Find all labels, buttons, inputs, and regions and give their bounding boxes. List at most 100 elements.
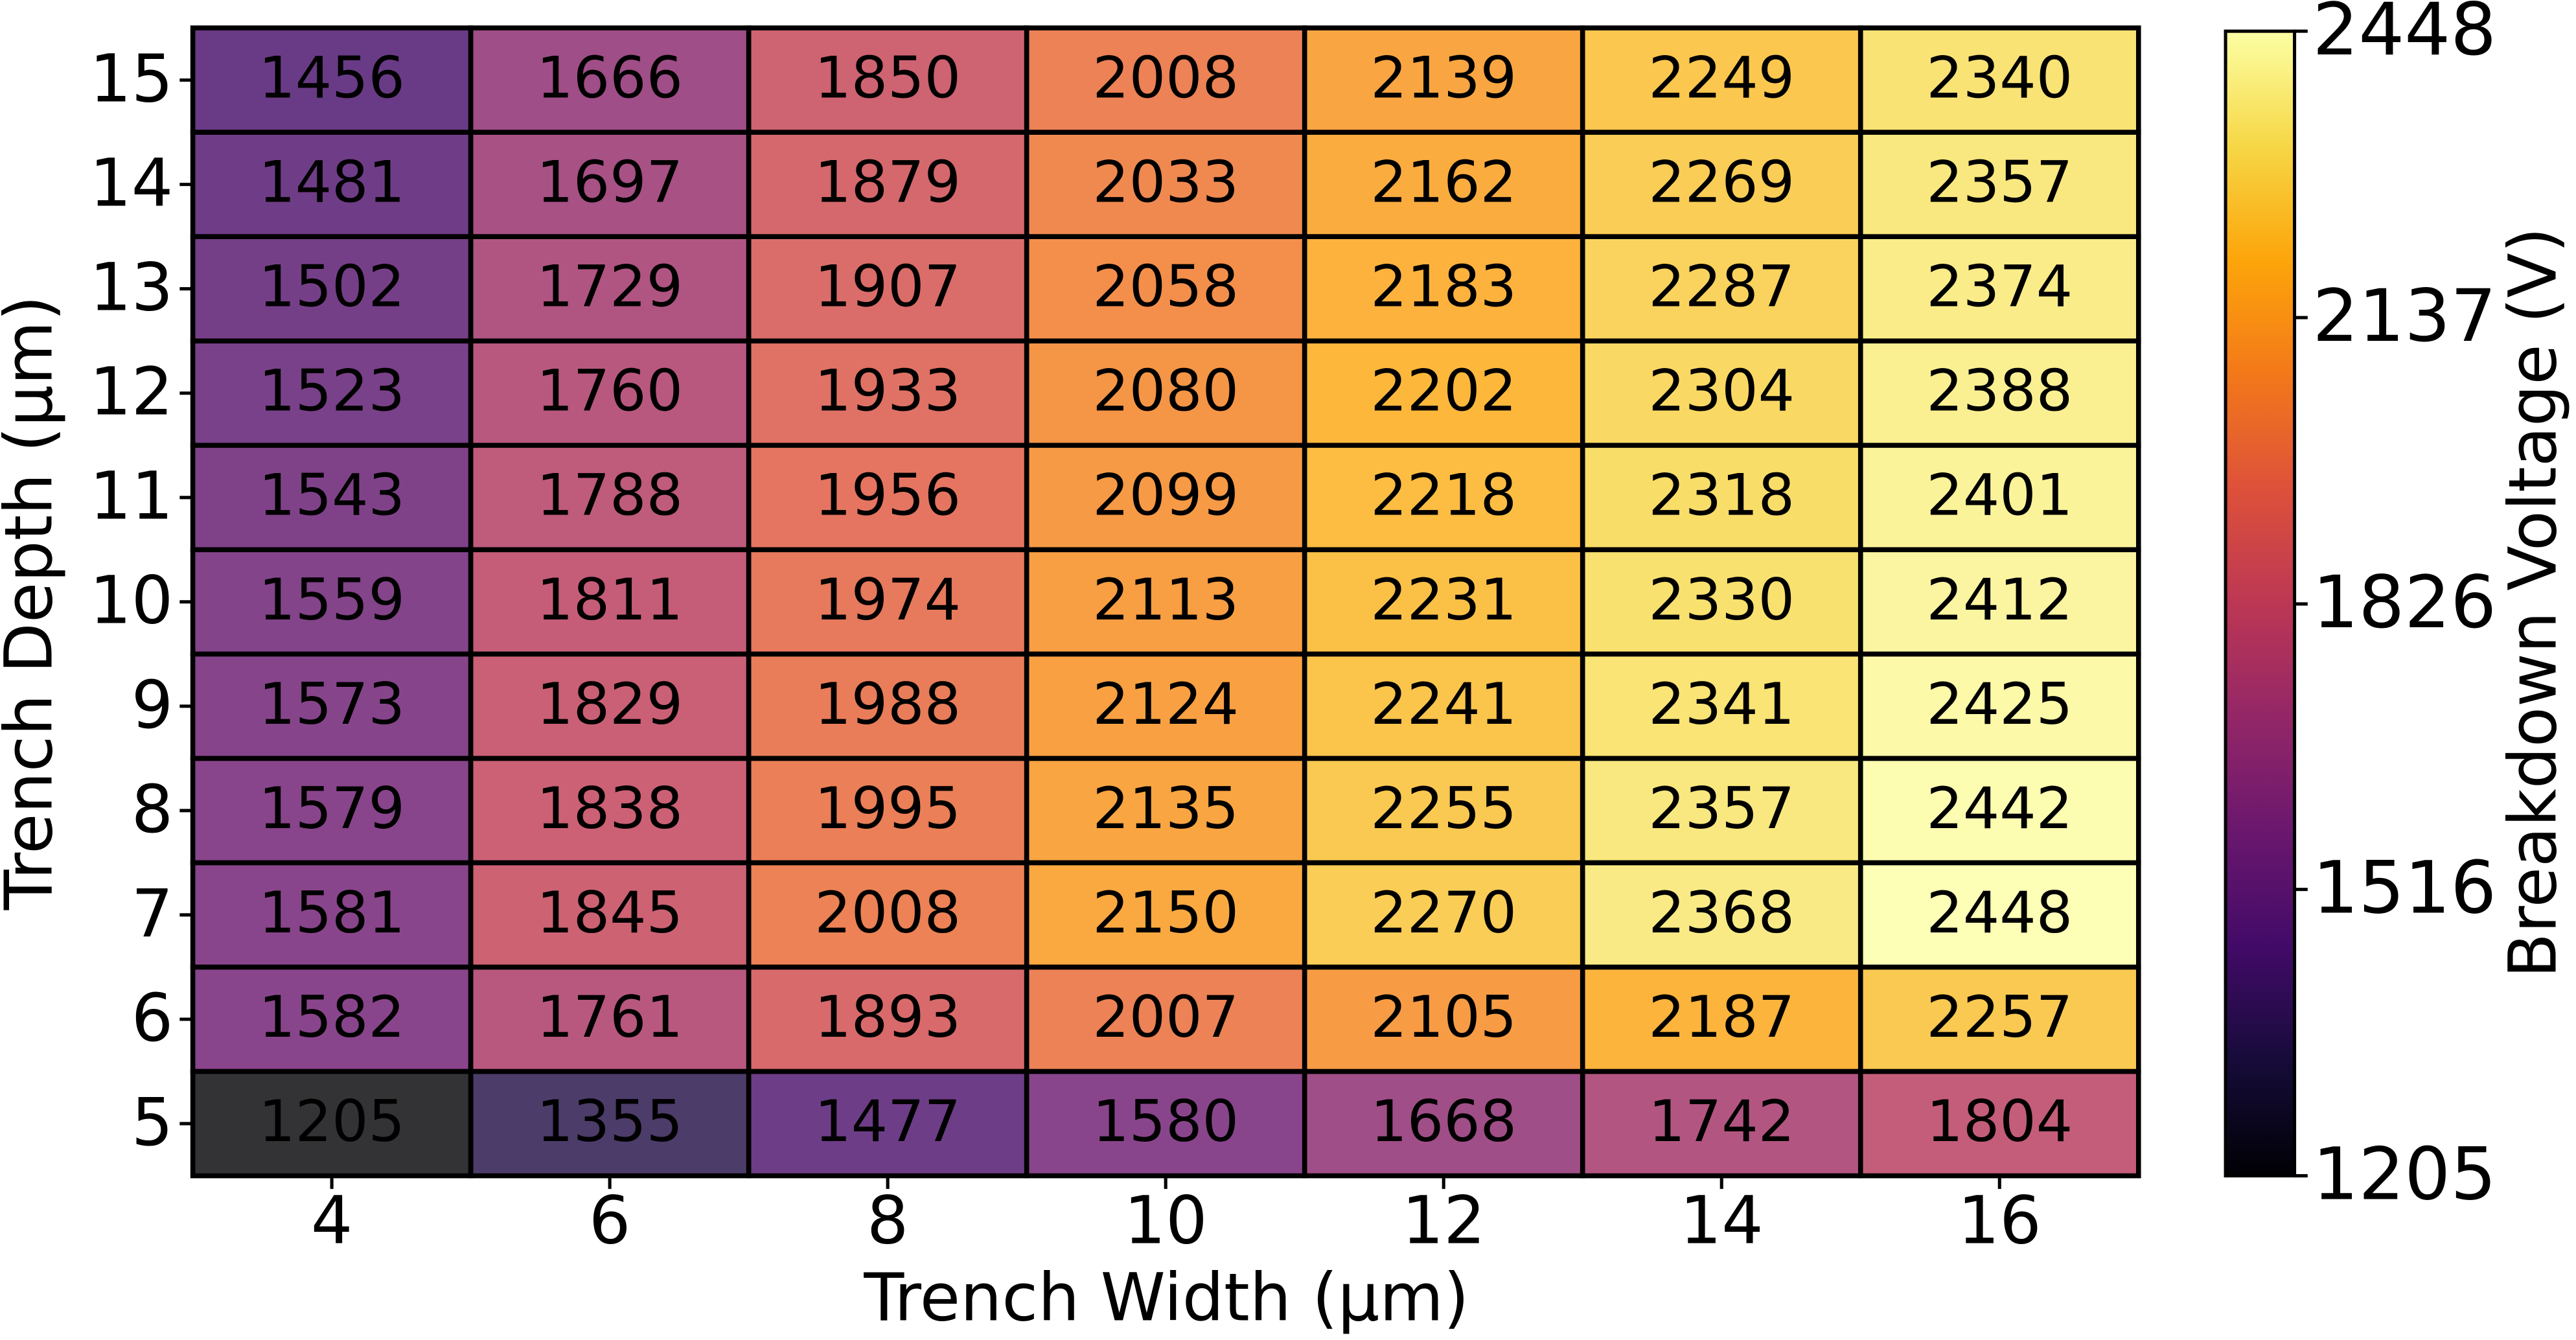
x-axis-label: Trench Width (µm) [863, 1260, 1469, 1336]
cell-label: 2357 [1926, 149, 2073, 216]
x-tick-label: 10 [1124, 1182, 1208, 1258]
cell-label: 2187 [1648, 984, 1795, 1050]
cell-label: 2412 [1926, 566, 2073, 633]
cell-label: 1988 [814, 671, 961, 737]
cell-label: 2269 [1648, 149, 1795, 216]
heatmap-cell [468, 547, 752, 657]
cell-label: 1582 [259, 984, 405, 1050]
heatmap-cell [746, 130, 1029, 239]
cell-label: 1788 [536, 462, 683, 529]
heatmap-cell [1580, 234, 1863, 344]
x-tick-label: 12 [1402, 1182, 1486, 1258]
cell-label: 2162 [1370, 149, 1517, 216]
heatmap-cell [1024, 443, 1307, 553]
cell-label: 1559 [259, 566, 405, 633]
cell-label: 1760 [536, 358, 683, 424]
heatmap-cell [1024, 547, 1307, 657]
cell-label: 2330 [1648, 566, 1795, 633]
cell-label: 1481 [259, 149, 405, 216]
heatmap-cell [1580, 964, 1863, 1074]
cell-label: 2368 [1648, 879, 1795, 946]
heatmap-cell [468, 964, 752, 1074]
cell-label: 2080 [1092, 358, 1239, 424]
heatmap-cell [1302, 338, 1585, 448]
heatmap-cell [190, 756, 474, 866]
y-axis-label: Trench Depth (µm) [0, 295, 67, 911]
cell-label: 2357 [1648, 775, 1795, 842]
heatmap-cell [190, 25, 474, 135]
cell-label: 1666 [536, 45, 683, 111]
y-tick-label: 14 [89, 145, 173, 222]
heatmap-cell [746, 338, 1029, 448]
heatmap-cell [190, 1069, 474, 1179]
heatmap-cell [468, 443, 752, 553]
cell-label: 1879 [814, 149, 961, 216]
heatmap-cell [1580, 443, 1863, 553]
heatmap-cell [746, 860, 1029, 970]
cell-label: 2388 [1926, 358, 2073, 424]
x-tick-label: 4 [311, 1182, 353, 1258]
cell-label: 1838 [536, 775, 683, 842]
cell-label: 1995 [814, 775, 961, 842]
cell-label: 1580 [1092, 1088, 1239, 1155]
y-tick-label: 12 [89, 354, 173, 430]
cell-label: 2442 [1926, 775, 2073, 842]
cell-label: 2135 [1092, 775, 1239, 842]
cell-label: 1523 [259, 358, 405, 424]
heatmap-cell [1302, 130, 1585, 239]
heatmap-cell [1024, 964, 1307, 1074]
heatmap-cell [746, 234, 1029, 344]
cell-label: 2257 [1926, 984, 2073, 1050]
colorbar-label: Breakdown Voltage (V) [2494, 227, 2571, 978]
cell-label: 1829 [536, 671, 683, 737]
cell-label: 1742 [1648, 1088, 1795, 1155]
cell-label: 2033 [1092, 149, 1239, 216]
colorbar-tick-label: 1205 [2312, 1133, 2496, 1216]
cell-label: 2008 [814, 879, 961, 946]
cell-label: 2113 [1092, 566, 1239, 633]
cell-label: 1581 [259, 879, 405, 946]
cell-label: 2341 [1648, 671, 1795, 737]
cell-label: 1456 [259, 45, 405, 111]
heatmap-cell [1024, 860, 1307, 970]
cell-label: 2287 [1648, 253, 1795, 320]
heatmap-cell [746, 756, 1029, 866]
cell-label: 1893 [814, 984, 961, 1050]
cell-label: 2425 [1926, 671, 2073, 737]
cell-label: 2139 [1370, 45, 1517, 111]
cell-label: 1761 [536, 984, 683, 1050]
heatmap-cell [1857, 651, 2141, 761]
cell-label: 1543 [259, 462, 405, 529]
heatmap-cell [190, 443, 474, 553]
cell-label: 1933 [814, 358, 961, 424]
heatmap-cell [468, 860, 752, 970]
heatmap-cell [190, 651, 474, 761]
y-tick-label: 8 [132, 771, 174, 848]
cell-label: 2401 [1926, 462, 2073, 529]
x-tick-label: 16 [1958, 1182, 2041, 1258]
cell-label: 2124 [1092, 671, 1239, 737]
cell-label: 1668 [1370, 1088, 1517, 1155]
cell-label: 2099 [1092, 462, 1239, 529]
heatmap-cell [746, 651, 1029, 761]
colorbar-tick-label: 1516 [2312, 846, 2496, 930]
cell-label: 1205 [259, 1088, 405, 1155]
cell-label: 2340 [1926, 45, 2073, 111]
cell-label: 1907 [814, 253, 961, 320]
heatmap-cell [1302, 651, 1585, 761]
heatmap-cell [1857, 234, 2141, 344]
cell-label: 2249 [1648, 45, 1795, 111]
cell-label: 2218 [1370, 462, 1517, 529]
cell-label: 2150 [1092, 879, 1239, 946]
cell-label: 2058 [1092, 253, 1239, 320]
colorbar [2224, 29, 2297, 1178]
y-tick-label: 7 [132, 875, 174, 952]
heatmap-cell [190, 338, 474, 448]
x-tick-label: 6 [589, 1182, 631, 1258]
colorbar-tick-label: 2448 [2312, 0, 2496, 72]
cell-label: 2270 [1370, 879, 1517, 946]
cell-label: 2255 [1370, 775, 1517, 842]
heatmap-cell [190, 234, 474, 344]
cell-label: 2231 [1370, 566, 1517, 633]
